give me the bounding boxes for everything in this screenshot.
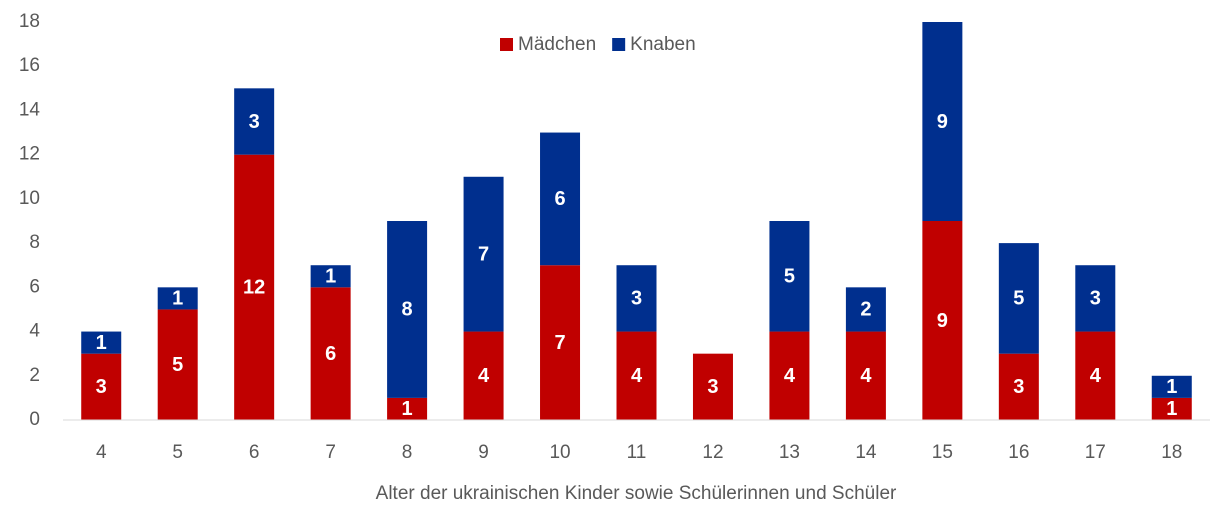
value-label: 3 — [707, 376, 718, 398]
value-label: 6 — [554, 188, 565, 210]
bar-segment — [616, 265, 657, 332]
x-tick-label: 9 — [478, 442, 489, 463]
bar-segment — [769, 221, 810, 332]
bar-segment — [234, 88, 275, 155]
legend-label: Mädchen — [518, 34, 596, 55]
value-label: 1 — [402, 398, 413, 420]
x-tick-label: 8 — [402, 442, 413, 463]
value-label: 1 — [1166, 398, 1177, 420]
x-tick-label: 13 — [779, 442, 800, 463]
bar-segment — [1151, 375, 1192, 398]
bar-segment — [463, 331, 504, 420]
y-tick-label: 10 — [19, 188, 40, 209]
bar-segment — [1075, 265, 1116, 332]
bar-segment — [234, 154, 275, 420]
bar-segment — [692, 353, 733, 420]
value-label: 4 — [784, 365, 796, 387]
value-label: 3 — [249, 111, 260, 133]
y-tick-label: 8 — [29, 232, 40, 253]
value-label: 4 — [478, 365, 490, 387]
bar-segment — [310, 265, 351, 288]
bar-segment — [81, 331, 122, 354]
y-tick-label: 4 — [29, 321, 40, 342]
bar-segment — [157, 309, 198, 420]
value-label: 7 — [554, 332, 565, 354]
value-label: 9 — [937, 310, 948, 332]
y-tick-label: 6 — [29, 276, 40, 297]
value-label: 6 — [325, 343, 336, 365]
value-label: 4 — [1090, 365, 1102, 387]
value-label: 5 — [784, 266, 795, 288]
x-tick-label: 4 — [96, 442, 107, 463]
x-tick-label: 14 — [855, 442, 877, 463]
x-tick-label: 10 — [549, 442, 570, 463]
x-tick-label: 5 — [172, 442, 183, 463]
x-axis-title: Alter der ukrainischen Kinder sowie Schü… — [376, 483, 897, 504]
value-label: 12 — [243, 277, 265, 299]
y-tick-label: 16 — [19, 55, 40, 76]
bar-segment — [922, 221, 963, 420]
bar-segment — [769, 331, 810, 420]
bar-segment — [1151, 397, 1192, 420]
bar-segment — [463, 176, 504, 332]
y-tick-label: 14 — [19, 99, 41, 120]
x-tick-label: 7 — [325, 442, 336, 463]
value-label: 5 — [1013, 288, 1024, 310]
bar-segment — [540, 132, 581, 266]
value-label: 3 — [631, 288, 642, 310]
x-tick-label: 11 — [627, 442, 647, 463]
value-label: 9 — [937, 111, 948, 133]
bar-segment — [922, 22, 963, 221]
bar-segment — [1075, 331, 1116, 420]
bar-segment — [157, 287, 198, 310]
value-label: 3 — [1013, 376, 1024, 398]
y-tick-label: 18 — [19, 11, 40, 32]
value-label: 4 — [631, 365, 643, 387]
x-tick-label: 16 — [1008, 442, 1029, 463]
legend-label: Knaben — [630, 34, 696, 55]
bar-segment — [845, 287, 886, 332]
bar-segment — [81, 353, 122, 420]
bar-segment — [387, 397, 428, 420]
x-tick-label: 15 — [932, 442, 953, 463]
bar-segment — [998, 353, 1039, 420]
y-tick-label: 2 — [29, 365, 40, 386]
legend-swatch — [500, 38, 513, 51]
value-label: 3 — [1090, 288, 1101, 310]
bar-segment — [616, 331, 657, 420]
bar-segment — [540, 265, 581, 420]
bar-segment — [998, 243, 1039, 354]
x-tick-label: 17 — [1085, 442, 1106, 463]
x-tick-label: 12 — [702, 442, 723, 463]
value-label: 2 — [860, 299, 871, 321]
value-label: 4 — [860, 365, 872, 387]
value-label: 1 — [325, 266, 336, 288]
value-label: 8 — [402, 299, 413, 321]
bar-segment — [845, 331, 886, 420]
value-label: 1 — [1166, 376, 1177, 398]
value-label: 3 — [96, 376, 107, 398]
value-label: 1 — [96, 332, 107, 354]
x-tick-label: 6 — [249, 442, 260, 463]
value-label: 7 — [478, 243, 489, 265]
y-tick-label: 12 — [19, 144, 40, 165]
bar-segment — [387, 221, 428, 398]
y-tick-label: 0 — [29, 409, 40, 430]
value-label: 1 — [172, 288, 183, 310]
x-tick-label: 18 — [1161, 442, 1182, 463]
value-label: 5 — [172, 354, 183, 376]
legend-swatch — [612, 38, 626, 51]
bar-segment — [310, 287, 351, 420]
